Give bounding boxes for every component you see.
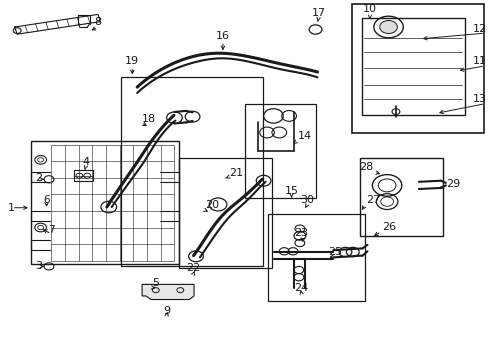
Text: 26: 26: [382, 222, 396, 232]
Bar: [268, 214, 365, 301]
Text: 18: 18: [142, 114, 156, 124]
Text: 5: 5: [152, 278, 159, 288]
Text: 13: 13: [472, 94, 487, 104]
Text: 30: 30: [300, 195, 314, 205]
Text: 22: 22: [186, 263, 201, 273]
Text: 29: 29: [446, 179, 460, 189]
Text: 19: 19: [125, 56, 139, 66]
Bar: [362, 18, 465, 115]
Text: 17: 17: [312, 8, 325, 18]
Text: 28: 28: [359, 162, 374, 172]
Text: 27: 27: [367, 195, 381, 205]
Text: 21: 21: [229, 168, 244, 178]
Bar: [74, 170, 93, 181]
Text: 7: 7: [48, 225, 55, 235]
Text: 14: 14: [298, 131, 312, 141]
Text: 3: 3: [35, 261, 42, 271]
Text: 16: 16: [216, 31, 230, 41]
Bar: [245, 104, 316, 198]
Bar: [360, 158, 443, 236]
Circle shape: [380, 21, 397, 33]
Bar: [31, 141, 179, 264]
Text: 8: 8: [95, 17, 101, 27]
Text: 15: 15: [285, 186, 298, 196]
Text: 4: 4: [82, 157, 89, 167]
Polygon shape: [15, 14, 100, 34]
Text: 11: 11: [472, 56, 487, 66]
Text: 2: 2: [35, 173, 43, 183]
Bar: [121, 77, 263, 266]
Text: 20: 20: [205, 200, 219, 210]
Text: 24: 24: [294, 283, 309, 293]
Text: 10: 10: [363, 4, 377, 14]
Text: 9: 9: [163, 306, 170, 316]
Text: 1: 1: [7, 203, 14, 213]
Text: 6: 6: [43, 195, 50, 205]
Bar: [179, 158, 272, 268]
Bar: [352, 4, 484, 133]
Polygon shape: [142, 284, 194, 300]
Text: 23: 23: [294, 228, 308, 238]
Text: 12: 12: [472, 24, 487, 34]
Text: 25: 25: [329, 247, 343, 257]
